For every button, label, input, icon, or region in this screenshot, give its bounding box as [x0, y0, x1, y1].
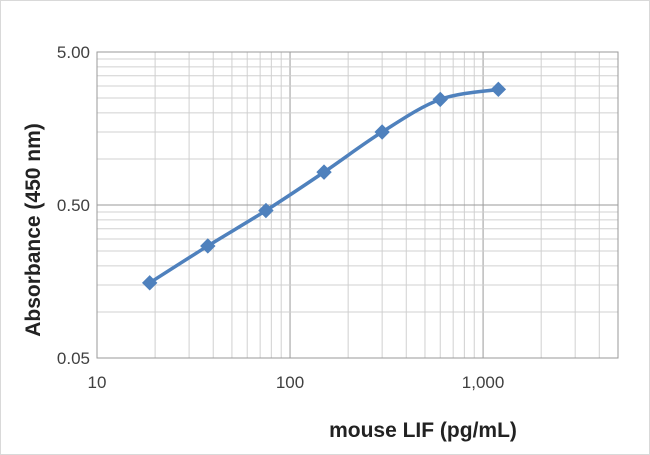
data-point-diamond [316, 164, 332, 180]
data-point-diamond [258, 202, 274, 219]
data-point-diamond [141, 275, 158, 291]
plot-grid [96, 51, 619, 359]
y-axis-title: Absorbance (450 nm) [22, 123, 45, 337]
x-tick-label: 100 [276, 373, 304, 392]
data-point-diamond [200, 238, 216, 254]
x-tick-label: 1,000 [462, 373, 505, 392]
data-point-diamond [432, 91, 448, 108]
y-tick-label: 0.05 [57, 349, 90, 368]
series-group [141, 81, 507, 291]
series-line [147, 87, 501, 285]
y-tick-label: 5.00 [57, 43, 90, 62]
plot-area-border [96, 51, 619, 359]
data-point-diamond [490, 81, 507, 98]
data-point-diamond [374, 124, 390, 140]
y-tick-label: 0.50 [57, 196, 90, 215]
x-axis-title: mouse LIF (pg/mL) [329, 419, 517, 442]
y-axis-tick-labels: 0.05 0.50 5.00 [57, 43, 90, 368]
x-tick-label: 10 [88, 373, 107, 392]
x-axis-tick-labels: 10 100 1,000 [88, 373, 505, 392]
